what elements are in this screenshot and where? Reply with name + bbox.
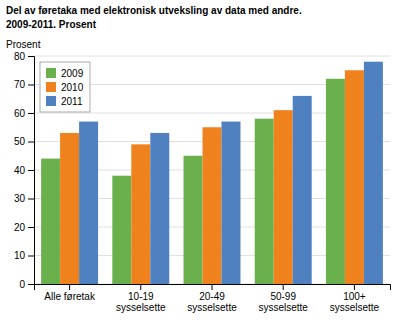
x-tick-label-line: sysselsette <box>116 302 166 313</box>
x-tick-label-line: sysselsette <box>330 302 380 313</box>
y-tick-label: 70 <box>14 79 26 90</box>
x-tick: Alle føretak <box>44 284 96 302</box>
y-tick-mark <box>28 113 34 114</box>
chart: Del av føretaka med elektronisk utveksli… <box>0 0 400 320</box>
y-tick: 60 <box>14 108 34 119</box>
x-tick-label: 100+sysselsette <box>330 291 380 313</box>
x-tick-label-line: 50-99 <box>270 291 296 302</box>
y-tick-label: 30 <box>14 193 26 204</box>
y-tick-mark <box>28 85 34 86</box>
x-tick: 100+sysselsette <box>330 284 380 313</box>
x-tick-label-line: sysselsette <box>258 302 308 313</box>
x-tick-mark <box>212 284 213 290</box>
bars <box>41 62 383 284</box>
x-tick-label-line: Alle føretak <box>44 291 96 302</box>
y-tick-label: 40 <box>14 165 26 176</box>
bar <box>221 122 240 284</box>
bar <box>364 62 383 284</box>
y-tick-label: 60 <box>14 108 26 119</box>
y-tick: 20 <box>14 222 34 233</box>
x-axis: Alle føretak10-19sysselsette20-49syssels… <box>35 284 391 313</box>
legend-item: 2011 <box>46 96 83 107</box>
bar <box>112 176 131 284</box>
legend-swatch <box>46 82 56 92</box>
y-axis: 0 10 20 30 40 50 60 70 80 <box>14 51 35 290</box>
y-tick-mark <box>28 284 34 285</box>
grid-line <box>34 56 390 57</box>
y-axis-label: Prosent <box>6 39 41 50</box>
bar <box>60 133 79 284</box>
x-tick-label-line: 100+ <box>343 291 366 302</box>
bar <box>41 159 60 284</box>
y-tick-label: 0 <box>19 279 25 290</box>
bar-series <box>60 70 364 284</box>
x-tick-label: 20-49sysselsette <box>187 291 237 313</box>
bar <box>79 122 98 284</box>
legend-item: 2010 <box>46 82 84 93</box>
x-tick-label-line: 10-19 <box>128 291 154 302</box>
y-tick-label: 50 <box>14 136 26 147</box>
x-tick: 50-99sysselsette <box>258 284 308 313</box>
x-tick: 20-49sysselsette <box>187 284 237 313</box>
y-tick-mark <box>28 256 34 257</box>
x-axis-line <box>35 285 391 291</box>
bar <box>345 70 364 284</box>
y-tick-mark <box>28 227 34 228</box>
x-tick-mark <box>354 284 355 290</box>
x-tick-label: 10-19sysselsette <box>116 291 166 313</box>
bar <box>326 79 345 284</box>
y-tick-mark <box>28 170 34 171</box>
y-tick: 30 <box>14 193 34 204</box>
legend-label: 2011 <box>61 96 83 107</box>
y-tick-label: 10 <box>14 250 26 261</box>
y-tick: 70 <box>14 79 34 90</box>
legend-label: 2009 <box>61 68 84 79</box>
y-tick: 50 <box>14 136 34 147</box>
bar <box>184 156 203 284</box>
y-tick: 0 <box>19 279 34 290</box>
y-tick: 10 <box>14 250 34 261</box>
subtitle: 2009-2011. Prosent <box>6 19 97 30</box>
bar <box>274 110 293 284</box>
legend-item: 2009 <box>46 68 84 79</box>
x-tick-label-line: 20-49 <box>199 291 225 302</box>
y-tick-mark <box>28 56 34 57</box>
y-tick-label: 20 <box>14 222 26 233</box>
bar <box>150 133 169 284</box>
x-tick-mark <box>140 284 141 290</box>
x-tick: 10-19sysselsette <box>116 284 166 313</box>
bar <box>293 96 312 284</box>
y-axis-line <box>28 57 35 285</box>
y-tick-mark <box>28 199 34 200</box>
x-tick-mark <box>283 284 284 290</box>
bar-series <box>79 62 383 284</box>
y-tick: 80 <box>14 51 34 62</box>
legend-label: 2010 <box>61 82 84 93</box>
legend-box <box>40 62 90 112</box>
x-tick-label: 50-99sysselsette <box>258 291 308 313</box>
bar <box>131 144 150 284</box>
bar <box>255 119 274 284</box>
legend-swatch <box>46 68 56 78</box>
bar <box>203 127 222 284</box>
legend: 2009 2010 2011 <box>40 62 90 112</box>
legend-swatch <box>46 96 56 106</box>
x-tick-label: Alle føretak <box>44 291 96 302</box>
grid <box>34 56 390 284</box>
x-tick-mark <box>69 284 70 290</box>
y-tick: 40 <box>14 165 34 176</box>
title: Del av føretaka med elektronisk utveksli… <box>6 5 302 16</box>
y-tick-mark <box>28 142 34 143</box>
x-tick-label-line: sysselsette <box>187 302 237 313</box>
y-tick-label: 80 <box>14 51 26 62</box>
plot: 01020304050607080Alle føretak10-19syssel… <box>14 51 391 313</box>
